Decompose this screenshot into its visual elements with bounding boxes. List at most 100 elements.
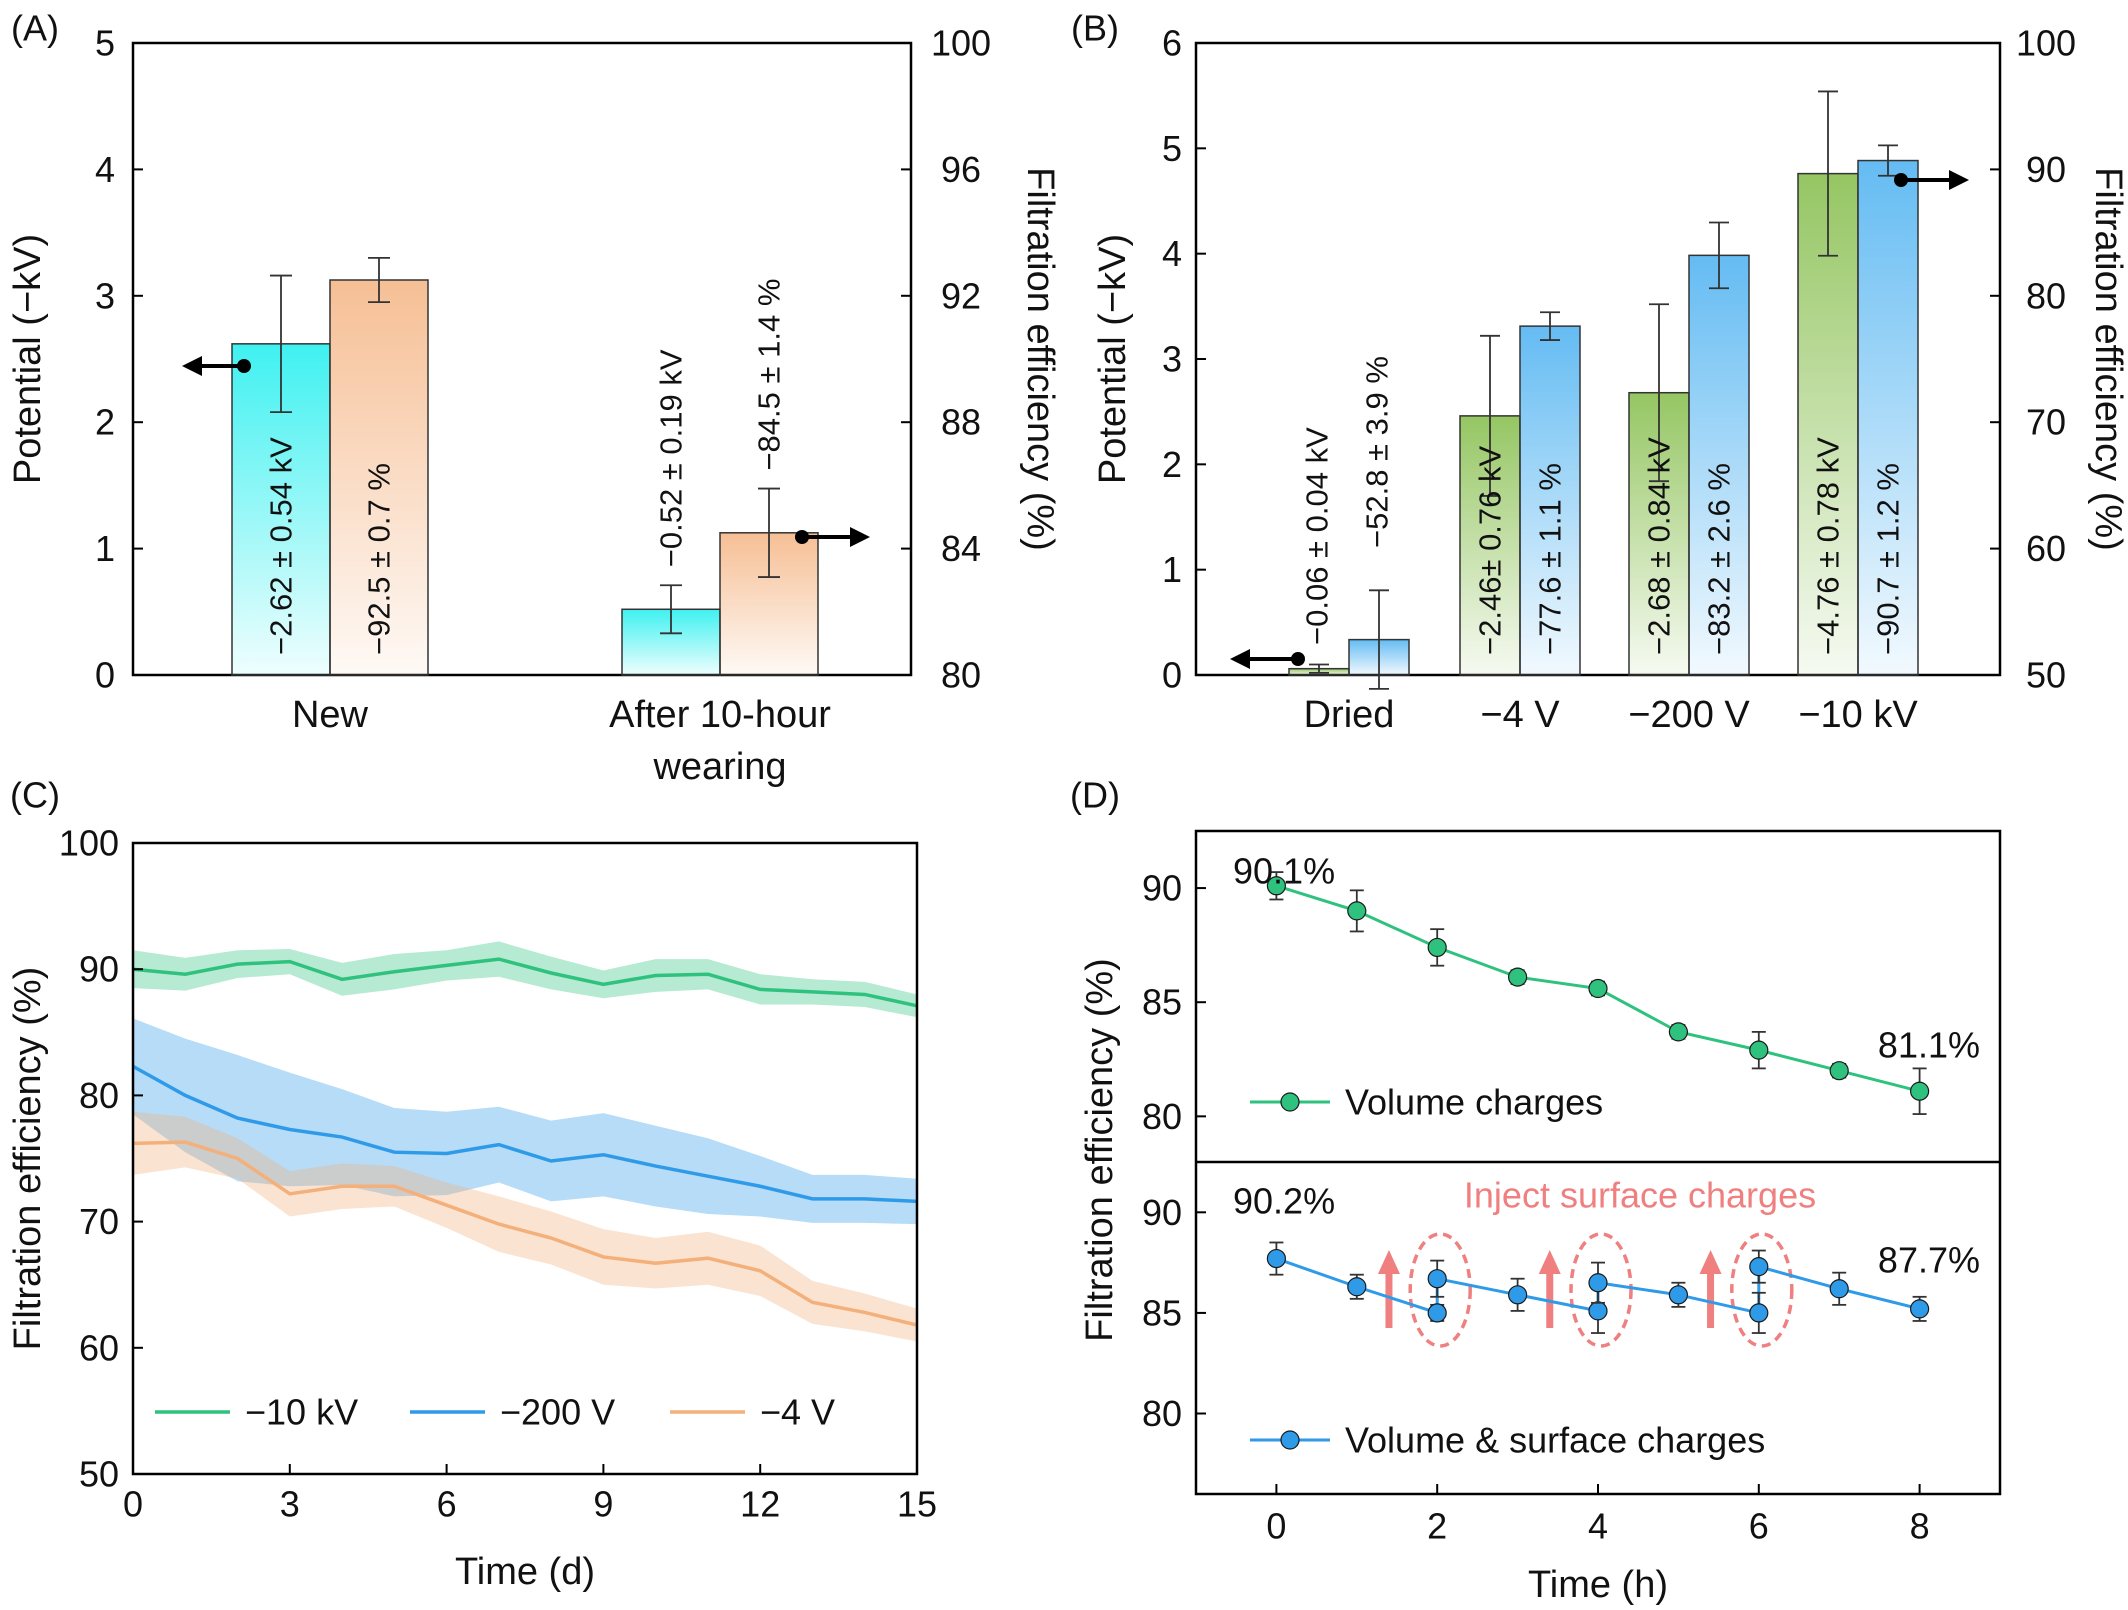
y-tick-label: 90 — [1142, 868, 1182, 909]
data-point — [1588, 1273, 1608, 1293]
x-category-label: −10 kV — [1798, 694, 1918, 736]
bar — [1519, 325, 1581, 676]
y-tick-label: 1 — [1162, 549, 1182, 590]
confidence-band — [133, 1111, 917, 1342]
bar-value-label: −0.06 ± 0.04 kV — [1300, 427, 1335, 645]
bar-value-label: −84.5 ± 1.4 % — [752, 279, 787, 471]
x-category-label: After 10-hour — [609, 694, 831, 736]
y-tick-label: 0 — [95, 655, 115, 696]
panel-label: (C) — [10, 775, 60, 816]
y-tick-label: 1 — [95, 528, 115, 569]
data-point — [1347, 1277, 1367, 1297]
series-line — [132, 1064, 918, 1204]
y-tick-label: 90 — [79, 949, 119, 990]
injection-arrow-head — [1377, 1250, 1400, 1274]
data-point — [1749, 1303, 1769, 1323]
y-tick-label: 85 — [1142, 982, 1182, 1023]
highlight-ellipse — [1408, 1232, 1472, 1348]
y-tick-label: 0 — [1162, 655, 1182, 696]
arrow-dot — [795, 530, 809, 544]
data-point — [1347, 901, 1367, 921]
y2-axis-label: Filtration efficiency (%) — [2087, 167, 2128, 551]
x-tick-label: 4 — [1588, 1506, 1608, 1547]
highlight-ellipse — [1569, 1232, 1633, 1348]
bar — [1797, 172, 1859, 676]
data-point — [1266, 1248, 1287, 1269]
data-point — [1507, 967, 1528, 987]
data-point — [1749, 1040, 1769, 1060]
y2-tick-label: 50 — [2026, 655, 2066, 696]
legend-label: Volume & surface charges — [1345, 1420, 1765, 1461]
panel-b: (B) 0 1 2 3 4 5 6 50 60 70 80 90 100 Potential (−kV) Fi… — [1071, 8, 2128, 737]
legend-marker — [1280, 1430, 1300, 1450]
y2-tick-label: 80 — [941, 655, 981, 696]
y-tick-label: 4 — [1162, 233, 1182, 274]
highlight-ellipse — [1730, 1232, 1794, 1348]
bar-value-label: −2.68 ± 0.84 kV — [1642, 437, 1677, 655]
plot-frame — [131, 41, 913, 677]
y-tick-label: 5 — [95, 23, 115, 64]
y-tick-label: 3 — [95, 275, 115, 316]
x-tick-label: 0 — [1266, 1506, 1286, 1547]
arrow-dot — [237, 359, 251, 373]
plot-frame — [131, 841, 919, 1476]
y-axis-label: Potential (−kV) — [1092, 234, 1134, 484]
panel-label: (A) — [11, 8, 59, 49]
y2-tick-label: 88 — [941, 402, 981, 443]
series-line — [132, 1140, 918, 1327]
y-tick-label: 2 — [95, 402, 115, 443]
data-point — [1829, 1061, 1849, 1081]
data-point — [1427, 1303, 1447, 1323]
panel-label: (D) — [1070, 775, 1120, 816]
panel-label: (B) — [1071, 8, 1119, 49]
bar — [1688, 254, 1750, 676]
x-tick-label: 9 — [593, 1484, 613, 1525]
y-tick-label: 6 — [1162, 23, 1182, 64]
y-tick-label: 100 — [59, 823, 119, 864]
y2-tick-label: 100 — [2016, 23, 2076, 64]
bar-value-label: −52.8 ± 3.9 % — [1360, 356, 1395, 548]
legend-label: Volume charges — [1345, 1082, 1603, 1123]
confidence-band — [133, 941, 917, 1018]
y-tick-label: 70 — [79, 1201, 119, 1242]
injection-arrow-head — [1699, 1250, 1722, 1274]
data-point — [1427, 937, 1447, 958]
y2-tick-label: 84 — [941, 528, 981, 569]
x-tick-label: 3 — [280, 1484, 300, 1525]
bar — [1857, 159, 1919, 676]
series-line — [132, 957, 918, 1008]
x-axis-label: Time (h) — [1528, 1564, 1668, 1606]
data-point — [1909, 1081, 1930, 1101]
y2-tick-label: 100 — [931, 23, 991, 64]
y-tick-label: 80 — [1142, 1393, 1182, 1434]
y2-tick-label: 70 — [2026, 402, 2066, 443]
injection-arrow-head — [1538, 1250, 1561, 1274]
arrow-head — [850, 527, 870, 547]
data-point — [1507, 1285, 1528, 1305]
annotation-end: 87.7% — [1878, 1240, 1980, 1281]
y-axis-label: Potential (−kV) — [7, 234, 49, 484]
annotation-inject: Inject surface charges — [1464, 1175, 1816, 1216]
y-tick-label: 60 — [79, 1327, 119, 1368]
x-tick-label: 0 — [123, 1484, 143, 1525]
arrow-dot — [1894, 173, 1908, 187]
y2-tick-label: 80 — [2026, 275, 2066, 316]
x-category-label: wearing — [652, 746, 786, 788]
x-tick-label: 12 — [740, 1484, 780, 1525]
data-point — [1749, 1257, 1769, 1277]
bar-value-label: −90.7 ± 1.2 % — [1871, 463, 1906, 655]
x-tick-label: 8 — [1910, 1506, 1930, 1547]
y2-axis-label: Filtration efficiency (%) — [1019, 167, 1061, 551]
data-point — [1266, 876, 1287, 896]
y2-tick-label: 60 — [2026, 528, 2066, 569]
y2-tick-label: 96 — [941, 149, 981, 190]
arrow-dot — [1291, 652, 1305, 666]
y-tick-label: 2 — [1162, 444, 1182, 485]
x-category-label: −4 V — [1480, 694, 1560, 736]
x-category-label: Dried — [1304, 694, 1395, 736]
x-category-label: −200 V — [1628, 694, 1750, 736]
data-point — [1829, 1279, 1849, 1299]
y-axis-label: Filtration efficiency (%) — [7, 967, 49, 1351]
